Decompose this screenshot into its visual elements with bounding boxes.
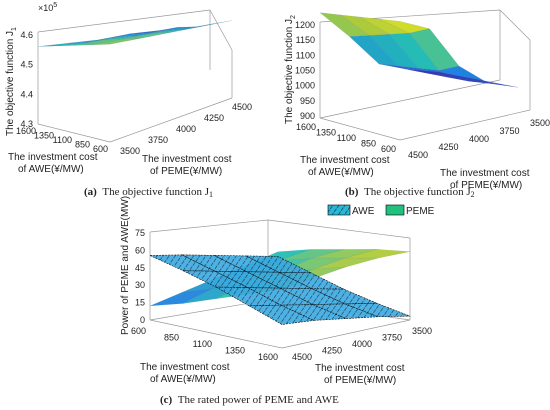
awe-surface-hatch-cell — [214, 270, 281, 289]
awe-surface-hatch-cell — [213, 255, 280, 273]
panel-a-x-tick: 850 — [75, 140, 90, 150]
panel-b-y-tick: 4000 — [469, 134, 489, 144]
panel-c-x-tick: 1600 — [258, 352, 278, 362]
panel-c-z-tick: 45 — [135, 263, 145, 273]
panel-b-x-tick: 850 — [361, 139, 376, 149]
panel-b-y-tick: 4500 — [408, 150, 428, 160]
panel-c-x-label-2: of AWE(¥/MW) — [150, 374, 216, 385]
panel-c-z-tick: 30 — [135, 280, 145, 290]
awe-surface-hatch-cell — [149, 254, 216, 272]
awe-surface-hatch-cell — [278, 272, 345, 290]
panel-b-z-tick: 1000 — [295, 81, 315, 91]
panel-c-surface — [149, 249, 411, 325]
awe-surface-hatch-cell — [245, 255, 312, 274]
panel-b-x-label-2: of AWE(¥/MW) — [308, 167, 374, 178]
panel-c-x-tick: 1350 — [225, 346, 245, 356]
panel-a-y-tick: 4500 — [232, 102, 252, 112]
awe-surface-hatch-cell — [181, 254, 248, 273]
panel-a-y-tick: 4250 — [204, 113, 224, 123]
panel-b-y-label-2: of PEME(¥/MW) — [450, 180, 522, 191]
panel-b-x-tick: 1600 — [296, 122, 316, 132]
panel-b-y-tick: 3750 — [500, 126, 520, 136]
panel-a-box — [37, 9, 233, 143]
panel-a-x-label-2: of AWE(¥/MW) — [18, 164, 84, 175]
panel-b-ticks: 1200115011001050100095090016001350110085… — [295, 20, 550, 160]
panel-a-y-tick: 3500 — [120, 146, 140, 156]
panel-b-x-tick: 600 — [381, 144, 396, 154]
legend-peme-swatch — [385, 204, 405, 216]
panel-c-legend: AWE PEME — [327, 204, 435, 217]
panel-a-y-label-1: The investment cost — [142, 154, 232, 165]
panel-b-z-tick: 900 — [300, 111, 315, 121]
awe-surface-hatch-cell — [311, 288, 378, 305]
panel-a-x-tick: 1350 — [34, 131, 54, 141]
panel-b-surface — [319, 12, 519, 88]
panel-a-x-tick: 1600 — [16, 126, 36, 136]
panel-a-y-label-2: of PEME(¥/MW) — [150, 166, 222, 177]
panel-c-y-tick: 4250 — [322, 346, 342, 356]
panel-b-x-tick: 1350 — [316, 128, 336, 138]
awe-surface-hatch-cell — [279, 287, 346, 305]
panel-a-x-tick: 600 — [93, 144, 108, 154]
legend-awe-hatch — [328, 205, 350, 215]
panel-c-y-tick: 4500 — [292, 352, 312, 362]
panel-c-x-label-1: The investment cost — [140, 362, 230, 373]
panel-b-y-tick: 4250 — [439, 142, 459, 152]
panel-c-y-tick: 3500 — [412, 326, 432, 336]
panel-b-z-tick: 1150 — [296, 35, 315, 45]
panel-a-x-label-1: The investment cost — [8, 152, 98, 163]
awe-surface-hatch-cell — [182, 270, 249, 288]
panel-b-caption: (b) The objective function J2 — [345, 186, 475, 199]
panel-c-y-label-1: The investment cost — [315, 363, 405, 374]
panel-b-surface-cell — [408, 69, 459, 76]
panel-b-z-label: The objective function J2 — [284, 15, 297, 124]
panel-b-z-tick: 950 — [300, 96, 315, 106]
panel-c-y-tick: 3750 — [382, 333, 402, 343]
panel-b-z-tick: 1050 — [295, 66, 315, 76]
panel-a-y-tick: 4000 — [176, 124, 196, 134]
panel-c-z-tick: 0 — [140, 315, 145, 325]
panel-c-z-tick: 15 — [135, 298, 145, 308]
panel-c-x-tick: 600 — [131, 326, 146, 336]
panel-a-y-tick: 3750 — [148, 135, 168, 145]
panel-a-z-tick: 4.3 — [20, 119, 33, 129]
panel-c-x-tick: 1100 — [193, 339, 212, 349]
awe-surface-hatch-cell — [344, 302, 411, 318]
panel-c-y-label-2: of PEME(¥/MW) — [324, 375, 396, 386]
awe-surface-hatch-cell — [280, 304, 347, 321]
panel-a-caption: (a) The objective function J1 — [84, 186, 213, 199]
peme-surface-cell — [344, 249, 411, 259]
panel-b-x-tick: 1100 — [337, 133, 356, 143]
awe-surface-hatch-cell — [246, 271, 313, 289]
panel-b-z-tick: 1100 — [296, 50, 315, 60]
panel-a-z-tick: 4.4 — [20, 89, 33, 99]
panel-c-z-tick: 60 — [135, 245, 145, 255]
legend-awe-label: AWE — [352, 206, 375, 217]
panel-c-z-label: Power of PEME and AWE(MW) — [120, 196, 131, 335]
panel-c-y-tick: 4000 — [352, 339, 372, 349]
panel-b-z-tick: 1200 — [295, 20, 315, 30]
panel-c-z-tick: 75 — [135, 228, 145, 238]
panel-b-box — [319, 9, 531, 141]
panel-a-z-multiplier: ×105 — [38, 2, 57, 13]
panel-c-caption: (c) The rated power of PEME and AWE — [160, 394, 339, 406]
panel-a-z-label: The objective function J1 — [5, 27, 18, 136]
panel-a-z-tick: 4.5 — [20, 60, 33, 70]
panel-c-x-tick: 850 — [164, 333, 179, 343]
legend-peme-label: PEME — [406, 206, 435, 217]
panel-b-y-label-1: The investment cost — [440, 168, 530, 179]
panel-a-z-tick: 4.6 — [20, 30, 33, 40]
panel-b-x-label-1: The investment cost — [300, 155, 390, 166]
panel-b-surface-cell — [468, 81, 519, 88]
panel-b-y-tick: 3500 — [530, 118, 550, 128]
panel-a-x-tick: 1100 — [53, 135, 72, 145]
panel-a-surface — [37, 20, 233, 47]
panel-b: 1200115011001050100095090016001350110085… — [284, 9, 550, 199]
panel-a-surface-cell — [129, 27, 179, 34]
